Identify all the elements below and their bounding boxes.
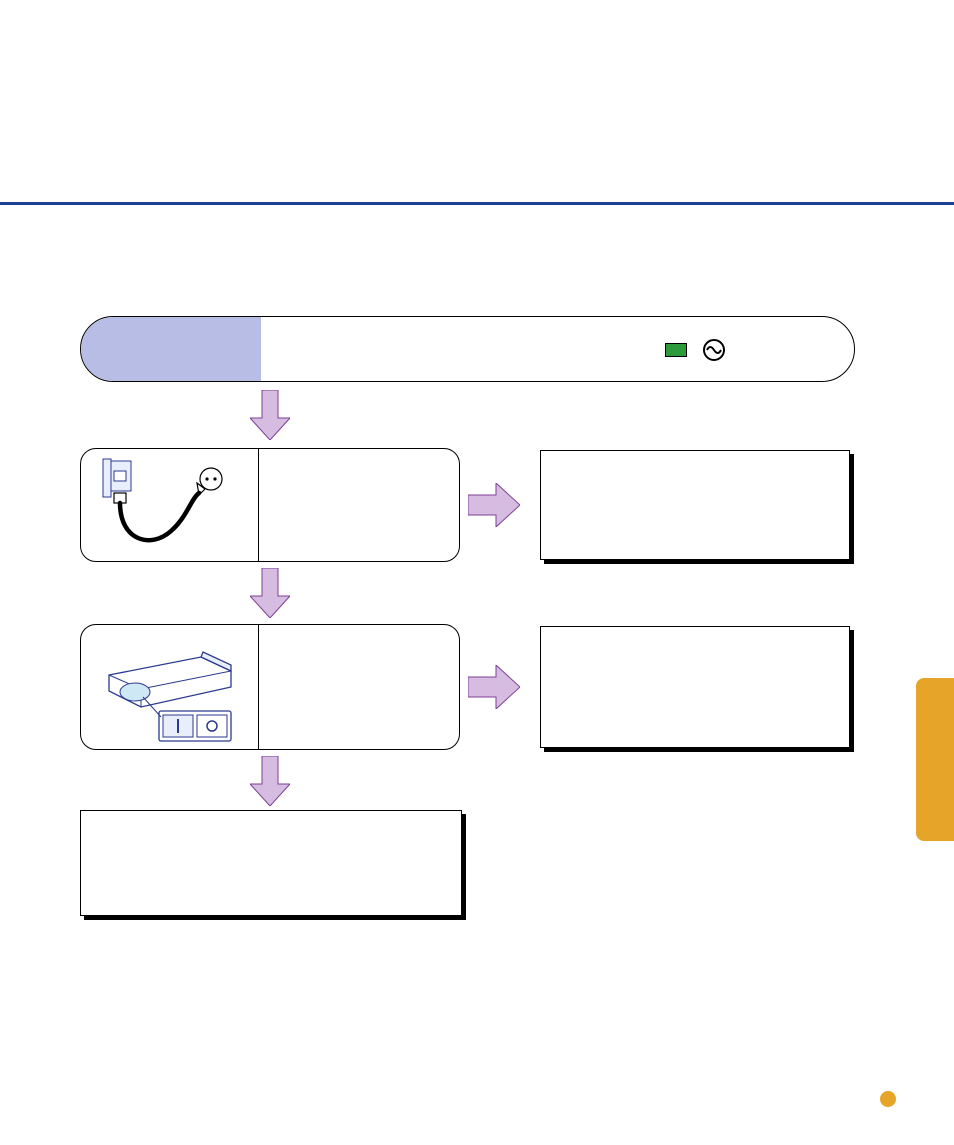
- section-divider: [0, 202, 954, 205]
- power-cable-icon: [81, 449, 259, 563]
- power-symbol-icon: [701, 337, 727, 363]
- check-step-1-text: [259, 449, 449, 561]
- arrow-down-icon: [250, 390, 290, 440]
- check-step-2: [80, 624, 460, 750]
- final-step: [80, 810, 462, 916]
- arrow-down-icon: [250, 568, 290, 618]
- check-step-2-text: [259, 625, 449, 749]
- arrow-right-icon: [468, 483, 520, 527]
- symptom-label-bg: [81, 317, 261, 381]
- action-step-2: [540, 626, 850, 748]
- scanner-switch-icon: [81, 625, 259, 751]
- page-marker-icon: [880, 1091, 896, 1107]
- check-step-1: [80, 448, 460, 562]
- page: [0, 0, 954, 1145]
- check-step-2-image: [81, 625, 259, 749]
- arrow-right-icon: [468, 665, 520, 709]
- symptom-pill: [80, 316, 855, 382]
- arrow-down-icon: [250, 756, 290, 806]
- section-tab: [916, 678, 954, 841]
- power-led-icon: [665, 343, 687, 357]
- check-step-1-image: [81, 449, 259, 561]
- action-step-1: [540, 450, 850, 560]
